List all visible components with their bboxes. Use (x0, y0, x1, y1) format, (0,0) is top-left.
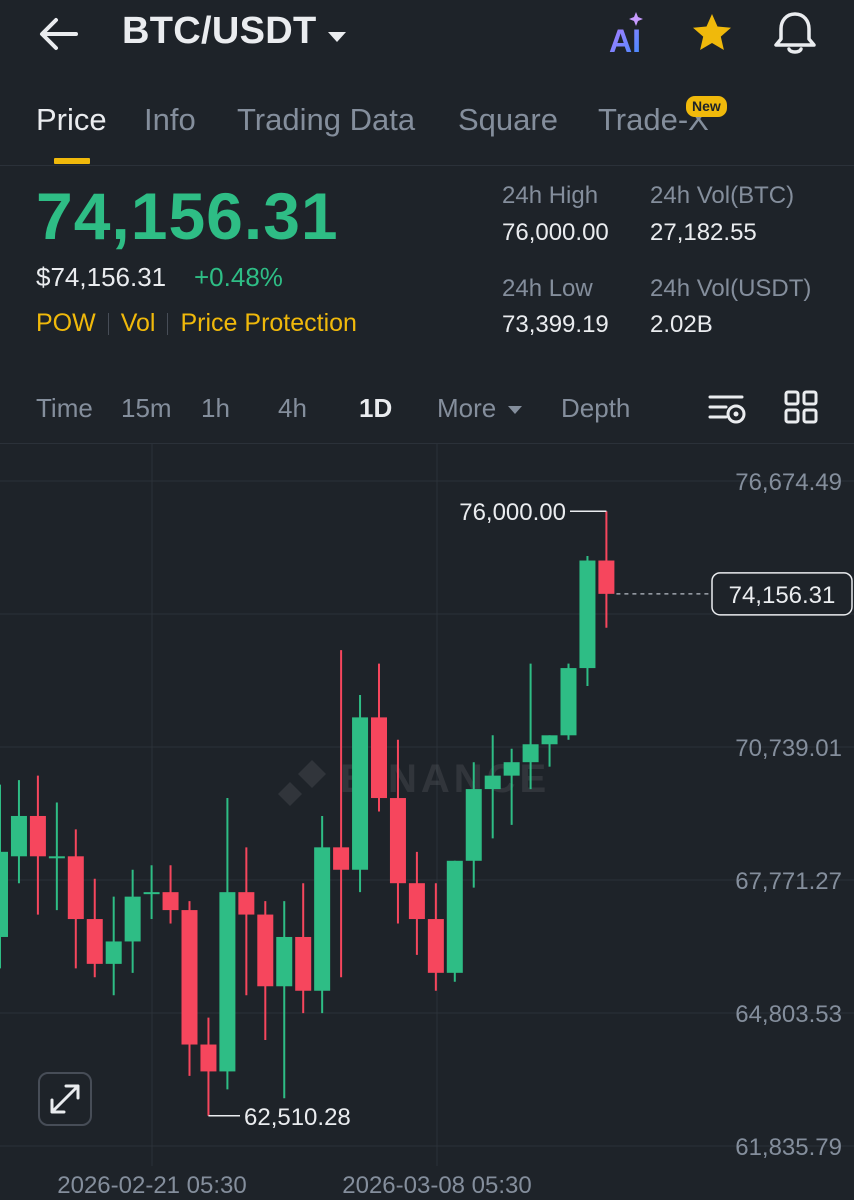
candle-body (29, 815, 46, 857)
caret-down-icon (508, 406, 523, 415)
candle-body (276, 936, 293, 987)
expand-icon[interactable] (38, 1072, 92, 1126)
tag-pow[interactable]: POW (36, 309, 96, 337)
star-icon[interactable] (688, 10, 736, 56)
chevron-down-icon (327, 11, 347, 54)
stat-low-label: 24h Low (502, 275, 593, 302)
y-axis-tick-label: 76,674.49 (735, 469, 842, 496)
x-axis-tick-label: 2026-02-21 05:30 (57, 1172, 247, 1199)
candle-body (333, 847, 350, 870)
ai-label: AI (609, 23, 641, 56)
candle-body (105, 941, 122, 964)
candle-body (371, 717, 387, 799)
min-price-label: 62,510.28 (244, 1104, 351, 1131)
interval-1h[interactable]: 1h (201, 393, 230, 423)
interval-4h[interactable]: 4h (278, 393, 307, 423)
stat-vol-btc-value: 27,182.55 (650, 219, 757, 246)
candle-body (86, 919, 103, 964)
candle-body (579, 560, 596, 669)
candle-body (465, 789, 482, 861)
candle-body (503, 762, 520, 776)
candlestick-chart[interactable]: BINANCE76,000.0062,510.2876,674.4970,739… (0, 444, 854, 1200)
candle-body (560, 668, 577, 736)
interval-time[interactable]: Time (36, 393, 93, 423)
candle-body (124, 896, 141, 942)
candle-body (238, 892, 255, 915)
tab-price[interactable]: Price (36, 102, 107, 137)
candle-body (67, 856, 84, 920)
interval-more-label: More (437, 393, 497, 423)
tag-row: POW Vol Price Protection (36, 309, 369, 338)
pair-label: BTC/USDT (122, 10, 317, 52)
candle-body (200, 1044, 217, 1072)
usd-price: $74,156.31 (36, 262, 167, 292)
last-price: 74,156.31 (36, 179, 339, 253)
page-tabs: Price Info Trading Data Square Trade-X (0, 96, 854, 166)
ai-icon[interactable]: AI (606, 10, 656, 59)
tab-trading-data[interactable]: Trading Data (237, 102, 416, 137)
divider (0, 443, 854, 444)
interval-depth[interactable]: Depth (561, 393, 631, 423)
price-change-percent: +0.48% (194, 262, 283, 292)
interval-1d[interactable]: 1D (359, 393, 393, 423)
candle-body (389, 798, 406, 884)
stat-vol-btc-label: 24h Vol(BTC) (650, 182, 795, 209)
bell-icon[interactable] (770, 8, 820, 56)
candle-body (143, 892, 160, 895)
candle-body (522, 744, 539, 763)
y-axis-tick-label: 70,739.01 (735, 735, 842, 762)
stat-vol-usdt-value: 2.02B (650, 311, 713, 338)
candle-body (314, 847, 331, 991)
candle-body (352, 717, 369, 870)
candle-body (484, 775, 501, 790)
candle-body (257, 914, 274, 987)
interval-bar: Time 15m 1h 4h 1D More Depth (0, 378, 854, 442)
candle-body (408, 883, 425, 920)
candle-body (598, 560, 615, 594)
candle-body (10, 815, 27, 857)
stat-low-value: 73,399.19 (502, 311, 609, 338)
interval-more[interactable]: More (437, 393, 523, 424)
tag-vol[interactable]: Vol (120, 309, 156, 337)
candle-body (0, 851, 8, 937)
tab-info[interactable]: Info (144, 102, 196, 137)
stat-high-label: 24h High (502, 182, 599, 209)
candle-body (181, 910, 198, 1045)
current-price-box (711, 572, 853, 616)
pair-selector[interactable]: BTC/USDT (122, 10, 347, 54)
candle-body (427, 919, 444, 973)
new-badge: New (686, 96, 727, 117)
candle-body (48, 856, 65, 859)
candle-body (295, 936, 312, 991)
watermark-logo (278, 760, 326, 806)
back-arrow-icon[interactable] (36, 12, 82, 56)
current-price-label: 74,156.31 (729, 582, 836, 609)
top-bar: BTC/USDT AI (0, 0, 854, 70)
stat-vol-usdt-label: 24h Vol(USDT) (650, 275, 812, 302)
max-price-label: 76,000.00 (459, 499, 566, 526)
divider (0, 165, 854, 166)
tag-price-protection[interactable]: Price Protection (180, 309, 357, 337)
layout-grid-icon[interactable] (784, 390, 818, 429)
candle-body (162, 892, 179, 911)
y-axis-tick-label: 64,803.53 (735, 1001, 842, 1028)
indicator-settings-icon[interactable] (708, 392, 746, 431)
y-axis-tick-label: 61,835.79 (735, 1134, 842, 1161)
interval-15m[interactable]: 15m (121, 393, 172, 423)
stat-high-value: 76,000.00 (502, 219, 609, 246)
candle-body (541, 735, 558, 745)
candle-body (446, 860, 463, 973)
y-axis-tick-label: 67,771.27 (735, 868, 842, 895)
active-tab-indicator (54, 158, 90, 164)
candle-body (219, 892, 236, 1072)
x-axis-tick-label: 2026-03-08 05:30 (342, 1172, 532, 1199)
tab-square[interactable]: Square (458, 102, 558, 137)
